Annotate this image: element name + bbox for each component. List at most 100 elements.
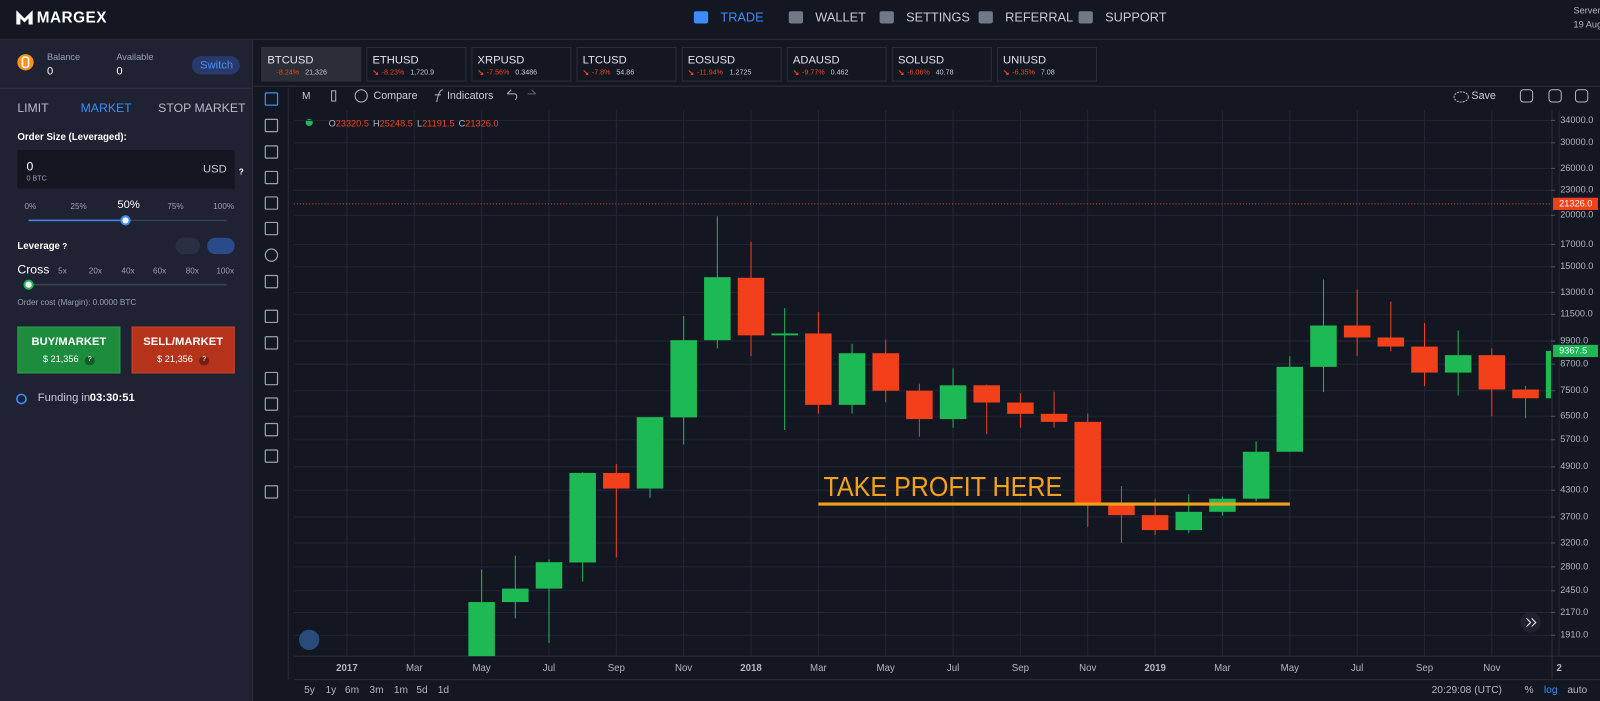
nav-item[interactable]: TRADE — [720, 10, 764, 25]
y-tick-label: 4900.0 — [1560, 461, 1588, 471]
slider-toggle[interactable] — [207, 237, 235, 255]
size-input[interactable] — [17, 149, 235, 189]
candle-body — [1343, 325, 1371, 338]
candle-body — [973, 385, 1000, 403]
ticker-card[interactable] — [366, 46, 467, 82]
ticker-card[interactable] — [996, 46, 1097, 82]
range-button[interactable]: 6m — [344, 684, 360, 696]
nav-item[interactable]: WALLET — [815, 10, 866, 25]
ticker-symbol[interactable]: BTCUSD — [267, 54, 314, 67]
ticker-symbol[interactable]: ADAUSD — [792, 54, 840, 67]
ticker-card[interactable] — [891, 46, 992, 82]
available-label: Available — [116, 52, 154, 63]
x-tick-label: Mar — [406, 663, 423, 674]
size-value: 0 — [26, 159, 34, 174]
fx-icon — [434, 89, 443, 103]
compare[interactable]: Compare — [373, 89, 418, 103]
sell-price[interactable]: $ 21,356 — [157, 354, 193, 365]
drawing-tool — [264, 485, 279, 499]
edit-toggle[interactable] — [175, 237, 200, 255]
sell-button[interactable] — [131, 326, 235, 374]
price-tag-label: 21326.0 — [1559, 198, 1592, 208]
candle-body — [1545, 350, 1552, 399]
slider-knob — [120, 215, 131, 226]
ticker-card[interactable] — [681, 46, 782, 82]
ticker-price: 40.78 — [935, 69, 954, 77]
ticker-symbol[interactable]: LTCUSD — [582, 54, 627, 67]
drawing-tool — [264, 221, 279, 236]
nav-icon — [693, 11, 709, 24]
scale-option[interactable]: % — [1524, 684, 1534, 696]
order-tab[interactable]: MARKET — [80, 101, 132, 116]
drawing-tool — [264, 309, 279, 324]
interval[interactable]: M — [302, 90, 311, 103]
y-tick-label: 15000.0 — [1560, 261, 1593, 271]
x-tick-label: May — [877, 663, 895, 674]
buy-help: ? — [84, 356, 95, 366]
buy-price[interactable]: $ 21,356 — [42, 354, 79, 365]
buy-label[interactable]: BUY/MARKET — [31, 335, 107, 348]
size-mark: 75% — [167, 202, 184, 212]
y-tick-label: 7500.0 — [1560, 385, 1588, 395]
x-tick-label: May — [1281, 663, 1299, 674]
ticker-price: 7.08 — [1040, 69, 1055, 77]
indicators[interactable]: Indicators — [446, 89, 494, 103]
nav-item[interactable]: SUPPORT — [1105, 10, 1167, 25]
funding-label: Funding in — [37, 391, 91, 405]
x-tick-label: Jul — [543, 663, 555, 674]
buy-button[interactable] — [17, 326, 121, 374]
range-button[interactable]: 1m — [393, 684, 409, 696]
candle-body — [1377, 337, 1405, 347]
toolbar-icon — [1519, 89, 1534, 103]
order-tab[interactable]: LIMIT — [17, 101, 49, 116]
range-button[interactable]: 3m — [369, 684, 384, 696]
switch-button[interactable] — [191, 56, 240, 75]
save[interactable]: Save — [1471, 89, 1496, 103]
price-tag — [1553, 197, 1598, 210]
ticker-symbol[interactable]: XRPUSD — [477, 54, 525, 67]
y-tick-label: 13000.0 — [1560, 287, 1593, 297]
ticker-change: -11.94% — [696, 69, 724, 77]
drawing-tool — [264, 248, 279, 262]
down-arrow — [478, 70, 484, 75]
ticker-change: -9.77% — [802, 69, 825, 77]
cross: Cross — [17, 262, 50, 277]
candle-body — [1242, 451, 1270, 499]
x-tick-label: Nov — [675, 663, 692, 674]
range-button[interactable]: 5d — [416, 684, 428, 696]
leverage-mark: 5x — [58, 266, 67, 276]
y-tick-label: 8700.0 — [1560, 359, 1588, 369]
candle-body — [704, 277, 731, 341]
ticker-card[interactable] — [576, 46, 677, 82]
drawing-tool — [264, 170, 279, 185]
ticker-symbol[interactable]: UNIUSD — [1003, 54, 1047, 67]
leverage-mark: 20x — [88, 266, 102, 276]
down-arrow — [793, 70, 799, 75]
nav-item[interactable]: REFERRAL — [1005, 10, 1074, 25]
scale-option[interactable]: auto — [1567, 684, 1588, 696]
range-button[interactable]: 5y — [304, 684, 315, 696]
ticker-symbol[interactable]: SOLUSD — [897, 54, 945, 67]
sell-label[interactable]: SELL/MARKET — [143, 335, 224, 348]
range-button[interactable]: 1d — [437, 684, 450, 696]
order-tab[interactable]: STOP MARKET — [158, 101, 246, 116]
range-button[interactable]: 1y — [325, 684, 337, 696]
ticker-card[interactable] — [471, 46, 572, 82]
switch-label[interactable]: Switch — [199, 59, 234, 72]
y-tick-label: 6500.0 — [1560, 411, 1588, 421]
candle-body — [1444, 355, 1472, 373]
ticker-card[interactable] — [261, 46, 362, 82]
ticker-change: -7.8% — [591, 69, 611, 77]
y-tick-label: 5700.0 — [1560, 434, 1588, 444]
ticker-symbol[interactable]: EOSUSD — [687, 54, 736, 67]
scroll-glyph — [1526, 618, 1537, 627]
drawing-tool — [264, 118, 279, 133]
x-tick-label: 2 — [1556, 663, 1561, 674]
y-tick-label: 34000.0 — [1560, 115, 1593, 125]
scale-option[interactable]: log — [1543, 684, 1558, 696]
nav-item[interactable]: SETTINGS — [906, 10, 970, 25]
server-label: Server — [1573, 5, 1600, 16]
ticker-symbol[interactable]: ETHUSD — [372, 54, 419, 67]
ticker-change: -6.35% — [1012, 69, 1035, 77]
ticker-card[interactable] — [786, 46, 887, 82]
